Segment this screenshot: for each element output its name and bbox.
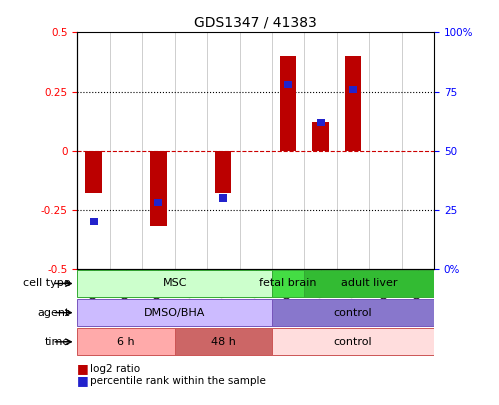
Bar	[280, 56, 296, 151]
Text: percentile rank within the sample: percentile rank within the sample	[90, 376, 265, 386]
Bar	[85, 151, 102, 193]
Text: agent: agent	[38, 308, 70, 318]
Text: ■: ■	[77, 362, 89, 375]
Bar	[349, 85, 357, 93]
Bar	[219, 194, 228, 202]
Bar	[175, 328, 272, 355]
Bar	[284, 81, 292, 88]
Text: control: control	[334, 337, 372, 347]
Bar	[150, 151, 167, 226]
Text: log2 ratio: log2 ratio	[90, 364, 140, 373]
Bar	[304, 270, 434, 297]
Bar	[215, 151, 232, 193]
Text: 6 h: 6 h	[117, 337, 135, 347]
Bar	[316, 119, 325, 126]
Text: ■: ■	[77, 374, 89, 387]
Text: fetal brain: fetal brain	[259, 279, 317, 288]
Bar	[272, 299, 434, 326]
Bar	[77, 328, 175, 355]
Text: MSC: MSC	[162, 279, 187, 288]
Text: control: control	[334, 308, 372, 318]
Bar	[154, 199, 163, 206]
Text: 48 h: 48 h	[211, 337, 236, 347]
Bar	[312, 122, 329, 151]
Title: GDS1347 / 41383: GDS1347 / 41383	[195, 16, 317, 30]
Bar	[272, 328, 434, 355]
Bar	[345, 56, 361, 151]
Text: cell type: cell type	[22, 279, 70, 288]
Bar	[89, 218, 98, 225]
Text: DMSO/BHA: DMSO/BHA	[144, 308, 205, 318]
Text: time: time	[45, 337, 70, 347]
Bar	[272, 270, 304, 297]
Text: adult liver: adult liver	[341, 279, 398, 288]
Bar	[77, 299, 272, 326]
Bar	[77, 270, 272, 297]
